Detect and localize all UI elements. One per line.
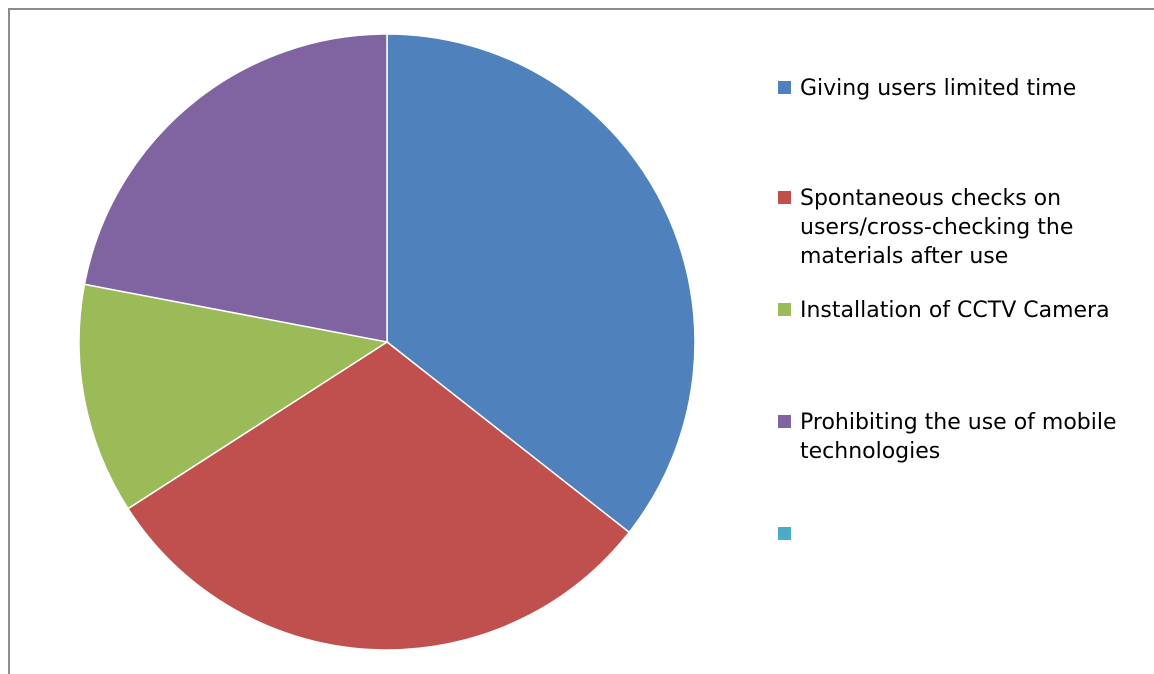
legend-item: Spontaneous checks on users/cross-checki… (778, 184, 1145, 271)
legend-item: Prohibiting the use of mobile technologi… (778, 408, 1145, 466)
legend-swatch (778, 415, 791, 428)
legend-swatch (778, 191, 791, 204)
legend-item: Installation of CCTV Camera (778, 296, 1145, 325)
legend-item: Giving users limited time (778, 74, 1145, 103)
legend-label: Giving users limited time (800, 76, 1077, 101)
chart-frame-top-border (8, 8, 1154, 10)
legend-label: Spontaneous checks on users/cross-checki… (800, 186, 1074, 269)
legend-label: Installation of CCTV Camera (800, 298, 1110, 323)
legend-swatch (778, 303, 791, 316)
pie-slice (386, 33, 696, 534)
legend-swatch (778, 81, 791, 94)
legend-swatch (778, 527, 791, 540)
pie-slice (126, 341, 631, 651)
legend-label: Prohibiting the use of mobile technologi… (800, 410, 1117, 464)
chart-frame-left-border (8, 8, 10, 674)
pie-slice (78, 283, 389, 510)
legend-item (778, 520, 1145, 540)
pie-slice (83, 33, 388, 343)
